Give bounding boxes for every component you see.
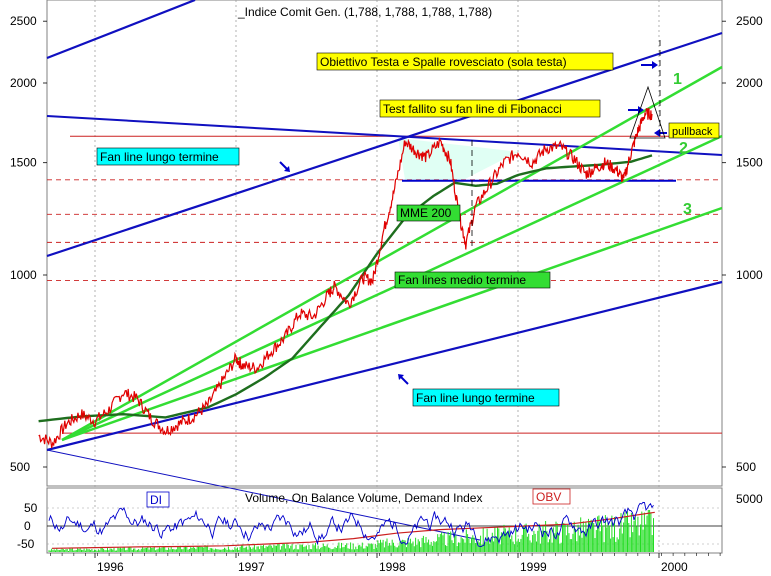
demand-index-line [48, 501, 654, 547]
annotation-fan-long-bottom-text: Fan line lungo termine [416, 391, 535, 405]
fan-line-long-lower [46, 280, 723, 452]
fan-number-1: 1 [673, 71, 682, 88]
annotation-target-text: Obiettivo Testa e Spalle rovesciato (sol… [320, 55, 567, 69]
obv-line [51, 511, 655, 549]
pattern-fill [398, 137, 518, 181]
annotation-target: Obiettivo Testa e Spalle rovesciato (sol… [316, 52, 614, 71]
annotation-mme: MME 200 [396, 204, 461, 222]
legend-obv-text: OBV [536, 490, 561, 504]
annotation-mme-text: MME 200 [400, 206, 452, 220]
fan-line-medium-2 [61, 134, 723, 442]
legend-di: DI [146, 491, 170, 508]
y-tick-label-left: 1500 [10, 156, 37, 170]
indicator-right-tick-label: 5000 [736, 492, 763, 506]
x-tick-label: 2000 [661, 560, 688, 574]
fan-line-long-upper-top [46, 0, 196, 60]
y-tick-label-right: 1000 [736, 268, 763, 282]
grid [94, 0, 660, 553]
y-tick-label-right: 500 [736, 460, 756, 474]
annotation-test-failed-text: Test fallito su fan line di Fibonacci [383, 102, 562, 116]
arrow-target-icon [641, 61, 658, 69]
price-line [38, 107, 653, 449]
annotation-fan-long-top-text: Fan line lungo termine [100, 150, 219, 164]
fan-line-medium-1 [61, 65, 723, 442]
price-series [38, 107, 653, 449]
y-tick-label-right: 1500 [736, 156, 763, 170]
y-tick-label-left: 2500 [10, 14, 37, 28]
fan-line-medium-3 [61, 206, 723, 442]
y-tick-label-left: 1000 [10, 268, 37, 282]
chart-title: _Indice Comit Gen. (1,788, 1,788, 1,788,… [237, 5, 492, 19]
legend-di-text: DI [150, 493, 162, 507]
indicator-tick-label: -50 [17, 537, 35, 551]
indicator-tick-label: 0 [24, 519, 31, 533]
annotation-fan-long-top: Fan line lungo termine [96, 147, 240, 166]
x-tick-label: 1997 [238, 560, 265, 574]
x-tick-label: 1998 [379, 560, 406, 574]
annotation-fan-medium-text: Fan lines medio termine [398, 273, 526, 287]
indicator-title: Volume, On Balance Volume, Demand Index [245, 491, 482, 505]
arrow-fan-long-top-icon [279, 161, 290, 172]
arrow-fan-long-bottom-icon [398, 374, 409, 385]
pattern-fill-area [398, 137, 518, 181]
fan-line-long-descending [46, 115, 723, 156]
y-tick-label-right: 2500 [736, 14, 763, 28]
fan-line-long-tail [46, 449, 481, 541]
legend-obv: OBV [532, 488, 571, 505]
y-tick-label-right: 2000 [736, 76, 763, 90]
indicator-tick-label: 50 [24, 501, 38, 515]
annotation-fan-long-bottom: Fan line lungo termine [412, 388, 560, 407]
ema-200-line [38, 154, 653, 423]
y-tick-label-left: 500 [10, 460, 30, 474]
x-tick-label: 1996 [97, 560, 124, 574]
annotation-pullback: pullback [668, 122, 720, 139]
annotation-fan-medium: Fan lines medio termine [394, 271, 551, 289]
indicator-series [47, 501, 722, 552]
fan-number-3: 3 [683, 201, 692, 218]
head-triangle [629, 85, 666, 139]
y-tick-label-left: 2000 [10, 76, 37, 90]
x-tick-label: 1999 [520, 560, 547, 574]
annotation-pullback-text: pullback [672, 126, 713, 138]
fan-number-2: 2 [679, 140, 688, 157]
annotation-test-failed: Test fallito su fan line di Fibonacci [379, 99, 601, 118]
